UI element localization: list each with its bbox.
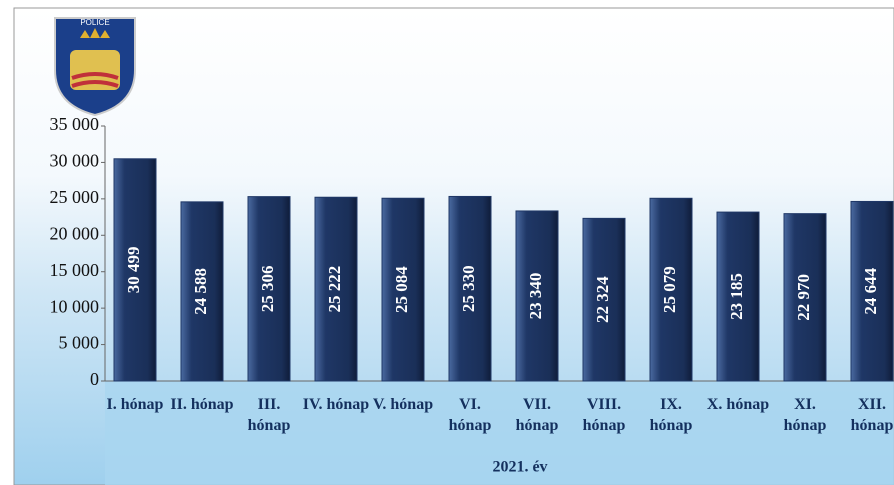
y-tick-label: 25 000	[50, 187, 100, 207]
y-tick-label: 35 000	[50, 114, 100, 134]
y-tick-label: 30 000	[50, 151, 100, 171]
y-tick-label: 5 000	[59, 333, 100, 353]
bar	[783, 213, 827, 382]
x-tick-label: XI. hónap	[783, 396, 827, 434]
logo: POLICE	[54, 17, 136, 117]
bar	[381, 197, 425, 382]
y-tick-label: 0	[90, 369, 99, 389]
x-tick-label: IX. hónap	[649, 396, 693, 434]
value-label: 30 499	[124, 247, 143, 294]
bar	[180, 201, 224, 382]
value-label: 25 222	[325, 266, 344, 313]
value-label: 25 079	[660, 266, 679, 313]
x-tick-label: I. hónap	[106, 396, 164, 413]
bar	[247, 196, 291, 382]
x-tick-label: III. hónap	[247, 396, 291, 434]
x-tick-label: X. hónap	[706, 396, 770, 413]
bar	[515, 210, 559, 382]
value-label: 25 330	[459, 265, 478, 312]
bar	[582, 217, 626, 382]
x-axis-title: 2021. év	[492, 459, 547, 476]
y-tick-label: 20 000	[50, 223, 100, 243]
bar	[113, 158, 157, 382]
y-tick-label: 15 000	[50, 260, 100, 280]
value-label: 22 970	[794, 274, 813, 321]
value-label: 24 644	[861, 267, 880, 314]
value-label: 23 185	[727, 273, 746, 320]
x-tick-label: II. hónap	[170, 396, 234, 413]
x-tick-label: VIII. hónap	[582, 396, 626, 434]
value-label: 23 340	[526, 273, 545, 320]
bar	[448, 195, 492, 382]
x-tick-label: VII. hónap	[515, 396, 559, 434]
y-tick-label: 10 000	[50, 296, 100, 316]
value-label: 22 324	[593, 276, 612, 323]
bar	[649, 197, 693, 382]
value-label: 24 588	[191, 268, 210, 315]
value-label: 25 084	[392, 266, 411, 313]
x-tick-label: IV. hónap	[302, 396, 370, 413]
category-band	[105, 381, 894, 485]
bar	[716, 211, 760, 382]
x-tick-label: XII. hónap	[850, 396, 894, 434]
value-label: 25 306	[258, 265, 277, 312]
x-tick-label: V. hónap	[372, 396, 434, 413]
bar	[314, 196, 358, 382]
logo-text: POLICE	[80, 18, 109, 27]
x-tick-label: VI. hónap	[448, 396, 492, 434]
bar	[850, 200, 894, 382]
